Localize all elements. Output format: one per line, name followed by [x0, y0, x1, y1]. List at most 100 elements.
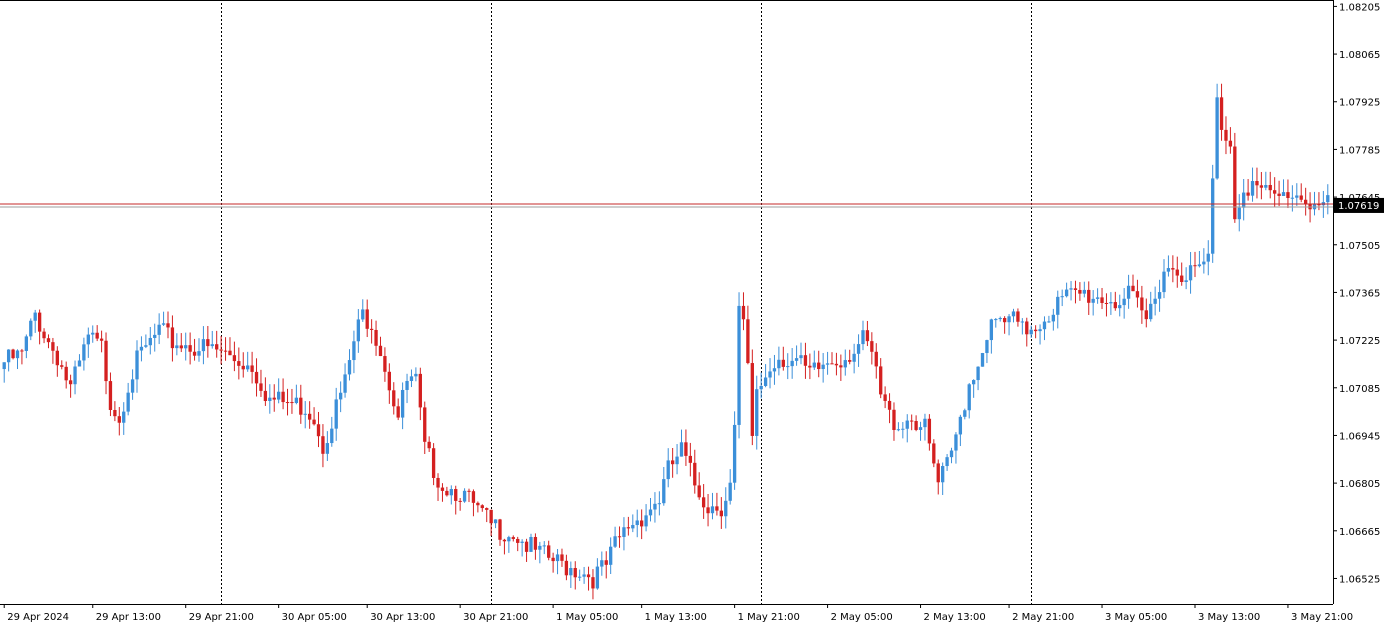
candle-body [467, 490, 471, 492]
x-tick-label: 29 Apr 21:00 [189, 612, 254, 623]
candle-body [697, 485, 701, 498]
candle-body [210, 344, 214, 347]
candle-body [994, 319, 998, 321]
candle-body [1326, 195, 1330, 203]
candle-body [277, 391, 281, 400]
candle-body [471, 491, 476, 503]
candle-body [870, 341, 874, 352]
candle-body [1157, 292, 1162, 299]
candle-body [1056, 296, 1060, 315]
candle-body [617, 536, 622, 538]
y-tick-label: 1.06525 [1339, 574, 1380, 585]
candle-body [613, 536, 617, 547]
candle-body [1188, 265, 1193, 281]
candle-body [179, 345, 183, 349]
candle-body [564, 560, 569, 576]
candle-body [272, 397, 276, 400]
candle-body [431, 448, 436, 478]
candle-body [1299, 195, 1303, 200]
candle-body [476, 502, 480, 506]
candle-body [799, 355, 803, 359]
candle-body [188, 345, 192, 352]
x-tick-label: 30 Apr 05:00 [282, 612, 347, 623]
candle-body [175, 345, 179, 349]
candle-body [918, 427, 923, 430]
candle-body [631, 525, 635, 529]
candle-body [1122, 298, 1126, 306]
candle-body [1246, 192, 1250, 196]
candle-body [1180, 275, 1184, 282]
candle-body [294, 397, 299, 404]
candle-body [139, 346, 144, 351]
candle-body [985, 340, 989, 354]
candle-body [427, 441, 431, 449]
candle-body [1016, 311, 1020, 322]
candle-body [1078, 289, 1082, 294]
current-price-tag-box [1334, 197, 1384, 213]
candle-body [746, 319, 750, 364]
candle-body [1166, 268, 1171, 272]
current-price-label: 1.07619 [1338, 201, 1379, 212]
candle-body [206, 339, 210, 347]
candle-body [166, 323, 170, 328]
candle-body [1113, 302, 1117, 309]
candle-body [963, 410, 967, 417]
candle-body [644, 515, 648, 527]
candle-body [595, 566, 600, 589]
candle-body [259, 383, 263, 391]
candle-body [839, 365, 843, 368]
candle-body [812, 362, 816, 368]
y-tick-label: 1.06665 [1339, 527, 1380, 538]
candle-body [409, 376, 414, 381]
candle-body [693, 462, 697, 486]
candle-body [281, 391, 285, 403]
candle-body [825, 363, 830, 365]
candle-body [1087, 289, 1091, 303]
candle-body [998, 318, 1002, 320]
candle-body [60, 365, 64, 367]
candle-body [848, 360, 852, 362]
y-tick-label: 1.06945 [1339, 431, 1380, 442]
candle-body [1268, 184, 1272, 191]
candle-body [436, 477, 440, 488]
candle-body [130, 379, 135, 393]
y-tick-label: 1.08065 [1339, 50, 1380, 61]
x-tick-label: 30 Apr 21:00 [463, 612, 528, 623]
candle-body [786, 366, 790, 368]
candle-body [777, 359, 781, 369]
candle-body [1082, 289, 1086, 294]
candle-body [896, 429, 901, 431]
candle-body [378, 345, 383, 357]
x-axis-ticks: 29 Apr 2024 29 Apr 13:00 29 Apr 21:00 30 Ap… [3, 604, 1353, 623]
x-tick-label: 3 May 05:00 [1105, 612, 1167, 623]
candle-body [1264, 184, 1268, 188]
candle-body [1206, 253, 1210, 262]
candle-body [241, 365, 245, 370]
candle-body [232, 355, 237, 362]
candle-body [914, 421, 918, 430]
candle-body [303, 413, 307, 415]
candle-body [334, 399, 338, 429]
candle-body [400, 389, 405, 418]
candle-body [108, 381, 113, 410]
candle-body [1025, 321, 1029, 335]
candle-body [971, 380, 976, 385]
candle-body [1038, 329, 1042, 332]
candle-body [923, 418, 927, 428]
candle-body [586, 574, 591, 578]
candle-body [675, 456, 679, 465]
y-tick-label: 1.06805 [1339, 479, 1380, 490]
candle-body [843, 360, 847, 368]
candle-body [24, 336, 29, 351]
candle-body [250, 365, 254, 372]
candle-body [356, 319, 361, 342]
candle-body [1281, 192, 1286, 197]
candle-body [33, 312, 37, 321]
candle-body [573, 568, 577, 578]
candle-body [462, 490, 467, 502]
candle-body [405, 380, 409, 390]
candle-body [1109, 302, 1113, 304]
